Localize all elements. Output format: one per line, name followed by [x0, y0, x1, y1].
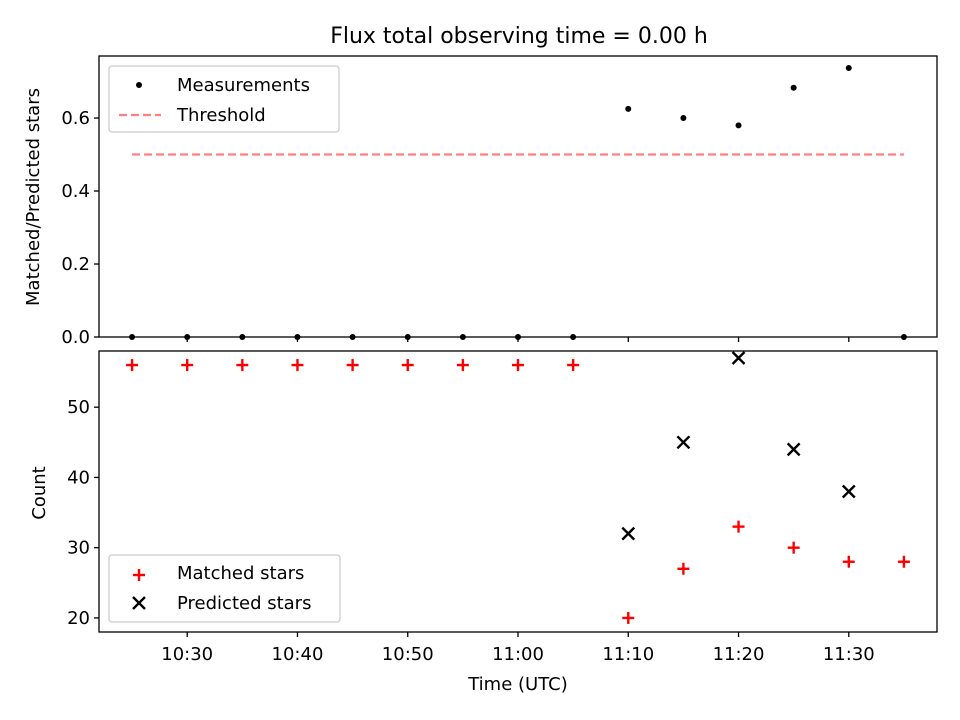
legend-threshold-label: Threshold — [176, 105, 266, 126]
matched-stars-point — [677, 562, 690, 575]
top-y-axis-label: Matched/Predicted stars — [23, 88, 44, 306]
measurement-point — [735, 122, 742, 129]
matched-stars-point — [346, 359, 359, 372]
matched-stars-point — [236, 359, 249, 372]
legend-measurements-label: Measurements — [177, 75, 310, 96]
top-legend: Measurements Threshold — [108, 65, 340, 133]
predicted-stars-point — [731, 351, 746, 365]
xtick-label: 11:20 — [713, 644, 765, 665]
legend-matched-label: Matched stars — [177, 563, 304, 584]
measurement-point — [845, 65, 852, 72]
bottom-y-axis: 20 30 40 50 — [67, 397, 99, 629]
xtick-label: 11:00 — [492, 644, 544, 665]
bottom-ytick-label: 20 — [67, 608, 90, 629]
bottom-x-axis: 10:30 10:40 10:50 11:00 11:10 11:20 11:30 — [161, 632, 875, 665]
matched-stars-point — [456, 359, 469, 372]
matched-stars-point — [622, 611, 635, 624]
matched-stars-point — [567, 359, 580, 372]
legend-matched-marker — [133, 569, 145, 581]
top-ytick-label: 0.6 — [61, 108, 90, 129]
top-y-axis: 0.0 0.2 0.4 0.6 — [61, 108, 99, 348]
bottom-ytick-label: 30 — [67, 538, 90, 559]
xtick-label: 11:10 — [602, 644, 654, 665]
measurement-point — [680, 115, 687, 122]
legend-predicted-marker — [132, 596, 146, 610]
bottom-plot-area — [126, 351, 910, 624]
bottom-ytick-label: 50 — [67, 397, 90, 418]
top-ytick-label: 0.2 — [61, 254, 90, 275]
predicted-stars-point — [841, 484, 856, 499]
top-ytick-label: 0.4 — [61, 181, 90, 202]
measurement-point — [625, 105, 632, 112]
bottom-legend: Matched stars Predicted stars — [108, 554, 341, 623]
matched-stars-point — [842, 555, 855, 568]
x-axis-label: Time (UTC) — [467, 674, 568, 695]
top-panel: Flux total observing time = 0.00 h 0.00.… — [23, 24, 938, 348]
measurement-point — [790, 84, 797, 91]
xtick-label: 10:50 — [382, 644, 434, 665]
chart-title: Flux total observing time = 0.00 h — [330, 24, 708, 49]
matched-stars-point — [181, 359, 194, 372]
bottom-ytick-label: 40 — [67, 467, 90, 488]
top-x-ticks — [186, 337, 850, 342]
top-ytick-label: 0.0 — [61, 327, 90, 348]
matched-stars-point — [732, 520, 745, 533]
matched-stars-point — [126, 359, 139, 372]
bottom-legend-box — [108, 554, 341, 623]
matched-stars-point — [897, 555, 910, 568]
predicted-stars-point — [786, 442, 801, 457]
xtick-label: 10:40 — [272, 644, 324, 665]
matched-stars-point — [401, 359, 414, 372]
matched-stars-point — [787, 541, 800, 554]
matched-stars-point — [512, 359, 524, 372]
bottom-y-axis-label: Count — [29, 466, 50, 519]
xtick-label: 10:30 — [161, 644, 213, 665]
xtick-label: 11:30 — [823, 644, 875, 665]
predicted-stars-point — [676, 435, 691, 450]
legend-measurements-marker — [136, 82, 142, 88]
predicted-stars-point — [621, 526, 636, 541]
legend-predicted-label: Predicted stars — [177, 593, 311, 614]
top-legend-box — [108, 65, 340, 133]
matched-stars-point — [291, 359, 304, 372]
